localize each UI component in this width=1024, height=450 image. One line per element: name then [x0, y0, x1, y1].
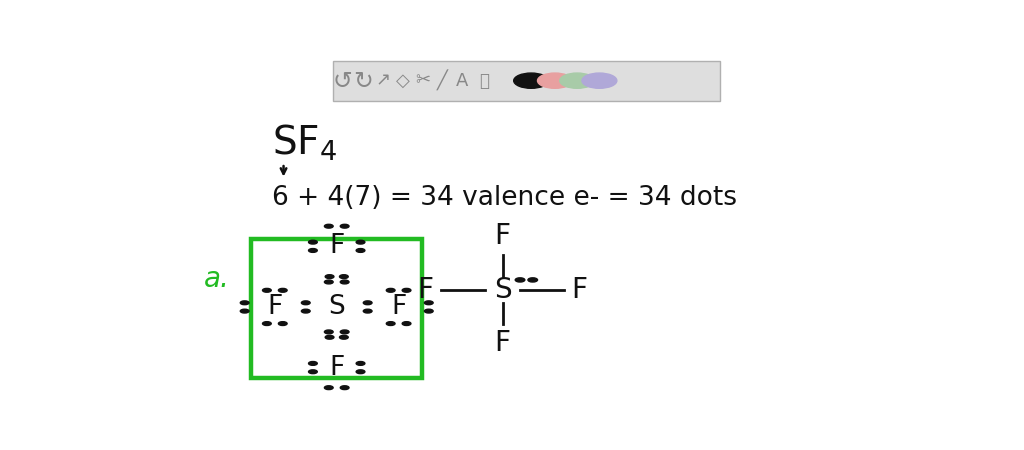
Circle shape [326, 274, 334, 279]
Circle shape [515, 278, 525, 282]
Circle shape [340, 330, 349, 334]
Circle shape [364, 309, 372, 313]
Text: F: F [391, 294, 407, 320]
Text: ↺: ↺ [333, 69, 352, 93]
Circle shape [308, 240, 317, 244]
Circle shape [325, 280, 333, 284]
Text: ↗: ↗ [376, 72, 391, 90]
Circle shape [325, 330, 333, 334]
Circle shape [262, 322, 271, 325]
Circle shape [301, 301, 310, 305]
Circle shape [560, 73, 595, 88]
Text: F: F [495, 222, 511, 250]
Circle shape [308, 248, 317, 252]
Circle shape [364, 301, 372, 305]
Circle shape [262, 288, 271, 292]
Text: F: F [267, 294, 283, 320]
Circle shape [582, 73, 616, 88]
Circle shape [279, 322, 287, 325]
Circle shape [402, 322, 411, 325]
Bar [251, 239, 422, 378]
Text: F: F [329, 355, 344, 381]
Circle shape [308, 370, 317, 374]
Circle shape [386, 322, 395, 325]
Circle shape [538, 73, 572, 88]
Text: SF$_4$: SF$_4$ [272, 122, 338, 162]
Circle shape [241, 301, 249, 305]
Text: ✂: ✂ [415, 72, 430, 90]
Text: F: F [571, 275, 588, 304]
Circle shape [325, 224, 333, 228]
Circle shape [340, 280, 349, 284]
Bar [333, 61, 720, 101]
Text: F: F [495, 329, 511, 357]
Circle shape [279, 288, 287, 292]
Text: F: F [418, 275, 433, 304]
Circle shape [528, 278, 538, 282]
Text: 6 + 4(7) = 34 valence e- = 34 dots: 6 + 4(7) = 34 valence e- = 34 dots [272, 185, 737, 211]
Circle shape [356, 361, 365, 365]
Circle shape [301, 309, 310, 313]
Circle shape [340, 224, 349, 228]
Circle shape [424, 309, 433, 313]
Circle shape [356, 370, 365, 374]
Text: ⬛: ⬛ [479, 72, 489, 90]
Circle shape [402, 288, 411, 292]
Text: ↻: ↻ [353, 69, 373, 93]
Text: a.: a. [204, 265, 229, 293]
Text: S: S [329, 294, 345, 320]
Circle shape [241, 309, 249, 313]
Circle shape [386, 288, 395, 292]
Circle shape [514, 73, 549, 88]
Text: S: S [494, 275, 511, 304]
Text: ◇: ◇ [395, 72, 410, 90]
Circle shape [308, 361, 317, 365]
Circle shape [356, 240, 365, 244]
Circle shape [326, 335, 334, 339]
Circle shape [424, 301, 433, 305]
Circle shape [356, 248, 365, 252]
Circle shape [340, 335, 348, 339]
Circle shape [325, 386, 333, 390]
Circle shape [340, 386, 349, 390]
Circle shape [340, 274, 348, 279]
Text: A: A [456, 72, 468, 90]
Text: ╱: ╱ [437, 70, 447, 91]
Text: F: F [329, 233, 344, 259]
